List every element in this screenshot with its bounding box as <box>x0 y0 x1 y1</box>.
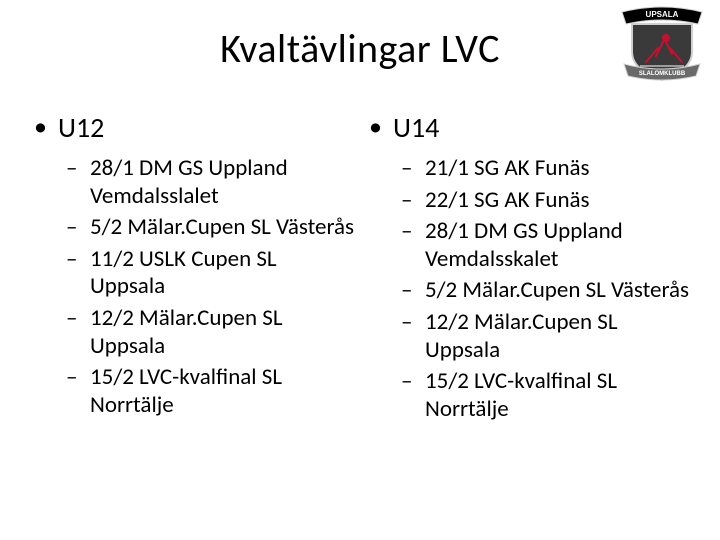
column-heading: U14 21/1 SG AK Funäs 22/1 SG AK Funäs 28… <box>393 110 690 423</box>
page-title: Kvaltävlingar LVC <box>0 24 720 73</box>
list-item: 12/2 Mälar.Cupen SL Uppsala <box>425 309 690 364</box>
content-columns: U12 28/1 DM GS Uppland Vemdalsslalet 5/2… <box>30 110 690 435</box>
logo-bottom-text: SLALOMKLUBB <box>639 71 686 77</box>
club-logo: UPSALA SLALOMKLUBB <box>616 4 708 84</box>
logo-top-text: UPSALA <box>646 10 679 19</box>
list-item: 28/1 DM GS Uppland Vemdalsslalet <box>90 155 355 210</box>
column-heading: U12 28/1 DM GS Uppland Vemdalsslalet 5/2… <box>58 110 355 419</box>
slide: Kvaltävlingar LVC UPSALA SLALOMKLUBB U12… <box>0 0 720 540</box>
list-item: 22/1 SG AK Funäs <box>425 187 690 215</box>
column-u14: U14 21/1 SG AK Funäs 22/1 SG AK Funäs 28… <box>365 110 690 435</box>
list-item: 5/2 Mälar.Cupen SL Västerås <box>90 214 355 242</box>
list-item: 21/1 SG AK Funäs <box>425 155 690 183</box>
list-item: 15/2 LVC-kvalfinal SL Norrtälje <box>425 368 690 423</box>
list-item: 5/2 Mälar.Cupen SL Västerås <box>425 277 690 305</box>
heading-text: U14 <box>393 110 439 145</box>
list-item: 11/2 USLK Cupen SL Uppsala <box>90 246 355 301</box>
list-item: 15/2 LVC-kvalfinal SL Norrtälje <box>90 364 355 419</box>
column-u12: U12 28/1 DM GS Uppland Vemdalsslalet 5/2… <box>30 110 355 435</box>
list-item: 12/2 Mälar.Cupen SL Uppsala <box>90 305 355 360</box>
list-item: 28/1 DM GS Uppland Vemdalsskalet <box>425 218 690 273</box>
heading-text: U12 <box>58 110 104 145</box>
